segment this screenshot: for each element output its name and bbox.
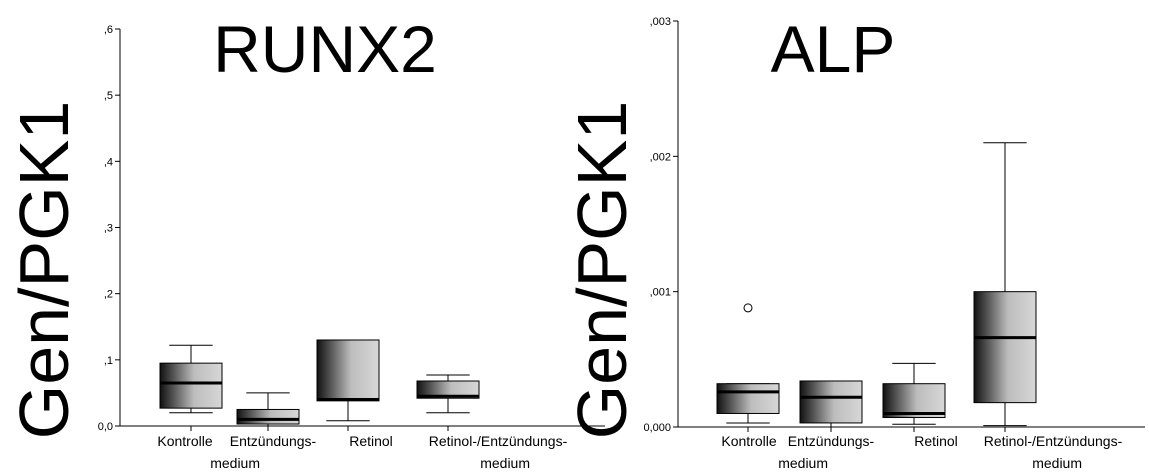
x-category-label: Retinol (914, 433, 958, 449)
x-category-label: Entzündungs- (230, 433, 317, 449)
x-category-label: Retinol-/Entzündungs- (429, 433, 568, 449)
box-iqr (159, 362, 223, 409)
box-3: Retinol (882, 362, 958, 449)
x-category-label: medium (778, 455, 828, 471)
box-iqr (882, 383, 946, 419)
y-tick-label: 0,0 (98, 421, 113, 433)
y-tick-label: ,2 (104, 289, 113, 301)
y-tick-label: ,3 (104, 223, 113, 235)
outlier-point (743, 303, 753, 313)
y-tick-label: ,5 (104, 90, 113, 102)
box-4: Retinol-/Entzündungs-medium (416, 374, 568, 471)
box-1: Kontrolle (157, 344, 223, 449)
x-category-label: Kontrolle (157, 433, 212, 449)
box-iqr (416, 380, 480, 399)
y-tick-label: ,1 (104, 355, 113, 367)
x-category-label: Kontrolle (721, 433, 776, 449)
box-iqr (716, 383, 780, 414)
box-iqr (799, 380, 863, 424)
box-iqr (236, 408, 300, 425)
x-category-label: medium (480, 455, 530, 471)
x-category-label: Entzündungs- (788, 433, 875, 449)
box-iqr (316, 339, 380, 402)
x-category-label: medium (1032, 455, 1082, 471)
box-2: Entzündungs-medium (778, 380, 875, 471)
box-1: Kontrolle (716, 303, 780, 449)
y-tick-label: ,4 (104, 156, 113, 168)
y-tick-label: 0,000 (643, 422, 671, 434)
y-axis-label: Gen/PGK1 (5, 101, 83, 440)
x-category-label: Retinol-/Entzündungs- (984, 433, 1123, 449)
x-category-label: medium (210, 455, 260, 471)
box-3: Retinol (316, 339, 393, 449)
box-2: Entzündungs-medium (210, 392, 317, 471)
y-tick-label: ,003 (650, 16, 671, 28)
chart-title: ALP (771, 12, 896, 86)
y-tick-label: ,6 (104, 24, 113, 36)
y-tick-label: ,001 (650, 287, 671, 299)
x-category-label: Retinol (349, 433, 393, 449)
box-iqr (973, 291, 1037, 404)
y-tick-label: ,002 (650, 151, 671, 163)
y-axis-label: Gen/PGK1 (563, 101, 641, 440)
chart-title: RUNX2 (213, 12, 437, 86)
box-4: Retinol-/Entzündungs-medium (973, 142, 1123, 471)
